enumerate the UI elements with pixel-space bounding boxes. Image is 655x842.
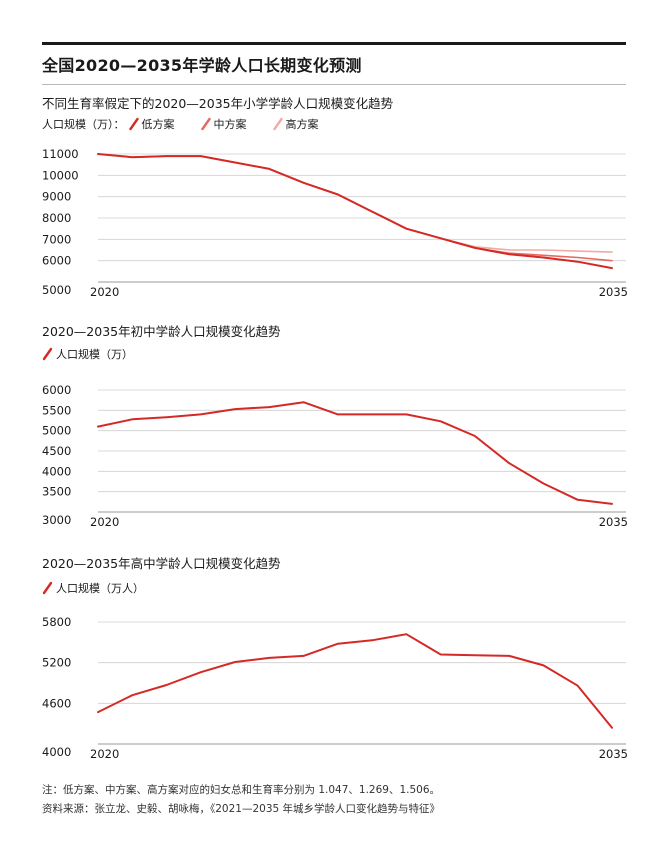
x-tick-label: 2020 (90, 747, 119, 761)
y-tick-label: 5500 (42, 403, 71, 417)
legend-label: 人口规模（万人） (56, 581, 144, 595)
legend-swatch-2 (201, 117, 211, 131)
legend-swatch (42, 581, 53, 595)
footnote: 注：低方案、中方案、高方案对应的妇女总和生育率分别为 1.047、1.269、1… (42, 784, 441, 796)
x-tick-label: 2035 (599, 285, 628, 299)
page-title: 全国2020—2035年学龄人口长期变化预测 (42, 56, 362, 75)
y-tick-label: 4500 (42, 444, 71, 458)
top-bar (42, 42, 626, 45)
legend-entry-2: 中方案 (214, 117, 247, 131)
y-tick-label: 4000 (42, 464, 71, 478)
y-tick-label: 6000 (42, 383, 71, 397)
legend-swatch-3 (273, 117, 283, 131)
y-tick-label: 5000 (42, 283, 71, 297)
source-note: 资料来源：张立龙、史毅、胡咏梅，《2021—2035 年城乡学龄人口变化趋势与特… (42, 803, 441, 815)
legend-entry-3: 高方案 (286, 117, 319, 131)
y-tick-label: 11000 (42, 147, 79, 161)
y-tick-label: 5200 (42, 656, 71, 670)
y-tick-label: 9000 (42, 190, 71, 204)
y-tick-label: 7000 (42, 232, 71, 246)
senior-high-title: 2020—2035年高中学龄人口规模变化趋势 (42, 556, 281, 571)
y-tick-label: 10000 (42, 168, 79, 182)
junior-high-title: 2020—2035年初中学龄人口规模变化趋势 (42, 324, 281, 339)
legend-entry-1: 低方案 (142, 117, 175, 131)
y-tick-label: 5800 (42, 615, 71, 629)
primary-school-title: 不同生育率假定下的2020—2035年小学学龄人口规模变化趋势 (42, 96, 394, 111)
legend-label: 人口规模（万）： (42, 117, 125, 131)
y-tick-label: 6000 (42, 254, 71, 268)
x-tick-label: 2035 (599, 747, 628, 761)
y-tick-label: 4000 (42, 745, 71, 759)
y-tick-label: 4600 (42, 696, 71, 710)
legend-swatch-1 (129, 117, 139, 131)
primary-school-line-2 (97, 153, 613, 262)
primary-school-line-1 (97, 153, 613, 270)
senior-high-line-1 (97, 633, 613, 729)
y-tick-label: 3500 (42, 485, 71, 499)
x-tick-label: 2020 (90, 285, 119, 299)
junior-high-line-1 (97, 401, 613, 505)
legend-swatch (42, 347, 53, 361)
y-tick-label: 3000 (42, 513, 71, 527)
y-tick-label: 8000 (42, 211, 71, 225)
x-tick-label: 2035 (599, 515, 628, 529)
title-rule (42, 84, 626, 85)
x-tick-label: 2020 (90, 515, 119, 529)
y-tick-label: 5000 (42, 424, 71, 438)
legend-label: 人口规模（万） (56, 347, 133, 361)
